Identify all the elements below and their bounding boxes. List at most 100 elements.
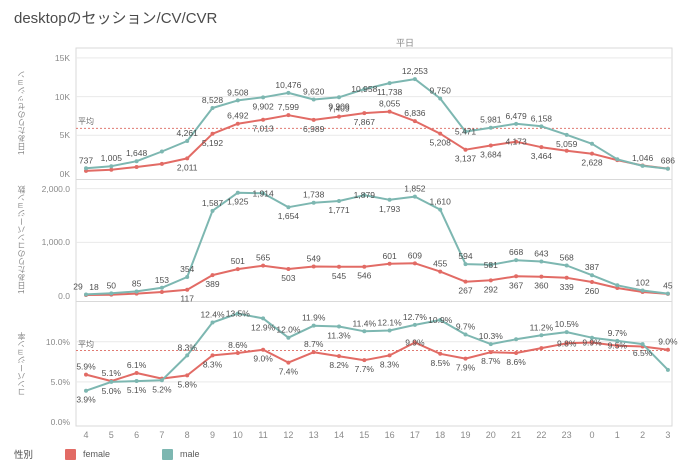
female-data-point[interactable] <box>109 167 114 172</box>
female-data-point[interactable] <box>261 117 266 122</box>
female-data-point[interactable] <box>337 264 341 269</box>
female-data-point[interactable] <box>590 280 594 285</box>
male-data-point[interactable] <box>590 335 594 340</box>
female-data-point[interactable] <box>134 371 139 376</box>
male-line-cvr[interactable] <box>85 312 669 392</box>
female-data-point[interactable] <box>438 351 443 356</box>
male-data-point[interactable] <box>286 335 291 340</box>
male-data-point[interactable] <box>84 166 88 171</box>
female-data-point[interactable] <box>286 113 291 118</box>
female-data-point[interactable] <box>387 109 392 114</box>
legend-item-male[interactable]: male <box>162 448 200 460</box>
female-data-point[interactable] <box>337 354 341 359</box>
male-data-point[interactable] <box>615 338 620 343</box>
male-data-point[interactable] <box>412 77 417 82</box>
male-data-point[interactable] <box>463 129 468 134</box>
female-data-point[interactable] <box>311 264 316 269</box>
male-data-point[interactable] <box>210 320 215 325</box>
female-data-point[interactable] <box>362 264 367 269</box>
female-data-point[interactable] <box>539 274 544 279</box>
female-data-point[interactable] <box>235 121 240 126</box>
male-data-point[interactable] <box>261 95 266 100</box>
male-data-point[interactable] <box>514 121 519 126</box>
male-data-point[interactable] <box>665 367 670 372</box>
female-data-point[interactable] <box>463 356 468 361</box>
male-data-point[interactable] <box>311 200 316 205</box>
male-data-point[interactable] <box>84 292 88 297</box>
male-data-point[interactable] <box>514 337 519 342</box>
female-data-point[interactable] <box>412 119 417 124</box>
female-line-cvr[interactable] <box>85 341 669 383</box>
female-data-point[interactable] <box>286 360 291 365</box>
female-data-point[interactable] <box>564 275 569 280</box>
male-data-point[interactable] <box>134 379 139 384</box>
female-data-point[interactable] <box>311 350 316 355</box>
male-data-point[interactable] <box>362 193 367 198</box>
male-data-point[interactable] <box>235 98 240 103</box>
male-data-point[interactable] <box>159 149 164 154</box>
male-data-point[interactable] <box>261 191 266 196</box>
male-data-point[interactable] <box>387 81 392 86</box>
female-data-point[interactable] <box>412 340 417 345</box>
male-data-point[interactable] <box>438 96 443 101</box>
male-data-point[interactable] <box>438 318 443 323</box>
female-data-point[interactable] <box>235 350 240 355</box>
female-data-point[interactable] <box>488 350 493 355</box>
female-data-point[interactable] <box>564 341 569 346</box>
male-data-point[interactable] <box>640 342 645 347</box>
female-data-point[interactable] <box>387 353 392 358</box>
male-data-point[interactable] <box>615 283 620 288</box>
male-data-point[interactable] <box>362 87 367 92</box>
male-data-point[interactable] <box>488 125 493 130</box>
male-data-point[interactable] <box>564 263 569 268</box>
male-data-point[interactable] <box>590 273 594 278</box>
male-data-point[interactable] <box>539 124 544 129</box>
male-data-point[interactable] <box>311 97 316 102</box>
female-data-point[interactable] <box>488 278 493 283</box>
male-data-point[interactable] <box>286 205 291 210</box>
male-data-point[interactable] <box>412 194 417 199</box>
male-data-point[interactable] <box>514 258 519 263</box>
female-data-point[interactable] <box>185 287 190 292</box>
female-data-point[interactable] <box>590 340 594 345</box>
male-data-point[interactable] <box>109 379 114 384</box>
female-data-point[interactable] <box>337 114 341 119</box>
male-data-point[interactable] <box>337 324 341 329</box>
male-data-point[interactable] <box>84 388 88 393</box>
female-data-point[interactable] <box>514 350 519 355</box>
male-data-point[interactable] <box>134 159 139 164</box>
female-data-point[interactable] <box>463 147 468 152</box>
male-data-point[interactable] <box>564 132 569 137</box>
male-data-point[interactable] <box>665 166 670 171</box>
female-data-point[interactable] <box>235 267 240 272</box>
male-data-point[interactable] <box>286 90 291 95</box>
male-data-point[interactable] <box>159 378 164 383</box>
female-data-point[interactable] <box>463 279 468 284</box>
male-data-point[interactable] <box>362 329 367 334</box>
female-data-point[interactable] <box>261 263 266 268</box>
male-data-point[interactable] <box>438 207 443 212</box>
male-data-point[interactable] <box>640 163 645 168</box>
female-data-point[interactable] <box>210 273 215 278</box>
male-data-point[interactable] <box>159 285 164 290</box>
female-data-point[interactable] <box>564 148 569 153</box>
female-data-point[interactable] <box>412 261 417 266</box>
male-data-point[interactable] <box>235 190 240 195</box>
male-data-point[interactable] <box>109 164 114 169</box>
male-data-point[interactable] <box>463 262 468 267</box>
male-data-point[interactable] <box>564 330 569 335</box>
male-data-point[interactable] <box>590 141 594 146</box>
male-data-point[interactable] <box>665 291 670 296</box>
male-data-point[interactable] <box>311 323 316 328</box>
female-data-point[interactable] <box>438 269 443 274</box>
female-data-point[interactable] <box>514 274 519 279</box>
male-data-point[interactable] <box>185 275 190 280</box>
female-data-point[interactable] <box>438 131 443 136</box>
male-data-point[interactable] <box>261 316 266 321</box>
male-data-point[interactable] <box>387 328 392 333</box>
male-data-point[interactable] <box>134 289 139 294</box>
female-data-point[interactable] <box>185 373 190 378</box>
female-data-point[interactable] <box>514 139 519 144</box>
male-data-point[interactable] <box>337 198 341 203</box>
male-line-sessions[interactable] <box>85 78 669 170</box>
